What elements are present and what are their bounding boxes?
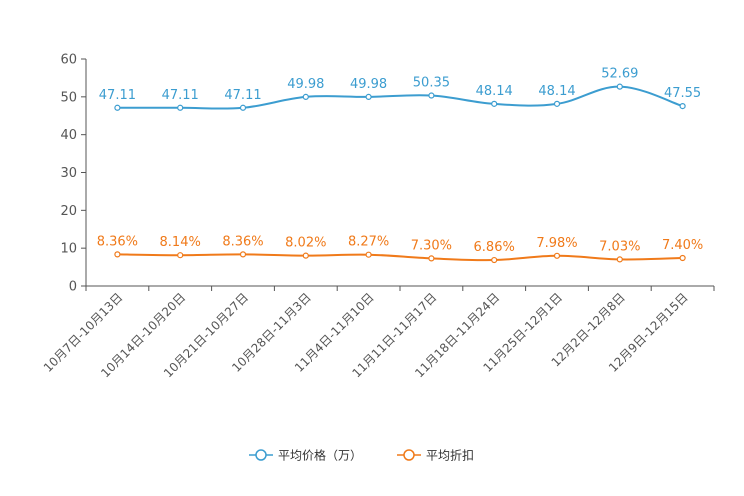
- y-tick-label: 10: [60, 242, 77, 257]
- data-label: 49.98: [350, 77, 387, 92]
- y-tick-label: 30: [60, 166, 77, 181]
- legend-item-2[interactable]: 平均折扣: [397, 448, 474, 463]
- data-label: 7.03%: [599, 239, 640, 254]
- data-label: 8.27%: [348, 235, 389, 250]
- data-label: 50.35: [413, 76, 450, 91]
- y-tick-label: 40: [60, 128, 77, 143]
- legend: 平均价格（万） 平均折扣: [249, 448, 474, 463]
- data-label: 8.36%: [97, 234, 138, 249]
- y-tick-label: 20: [60, 204, 77, 219]
- data-label: 48.14: [538, 84, 575, 99]
- data-point[interactable]: [114, 251, 121, 258]
- y-tick-label: 60: [60, 53, 77, 68]
- data-point[interactable]: [114, 104, 121, 111]
- data-label: 8.02%: [285, 236, 326, 251]
- y-tick-label: 50: [60, 90, 77, 105]
- data-label: 47.11: [224, 88, 261, 103]
- data-label: 47.55: [664, 86, 701, 101]
- data-point[interactable]: [302, 93, 309, 101]
- legend-marker-icon: [255, 449, 267, 461]
- legend-marker-icon: [403, 449, 415, 461]
- data-label: 6.86%: [474, 240, 515, 255]
- data-label: 8.36%: [222, 234, 263, 249]
- data-point[interactable]: [491, 100, 498, 107]
- data-point[interactable]: [616, 256, 623, 263]
- y-tick-label: 0: [69, 280, 77, 295]
- data-point[interactable]: [239, 251, 247, 258]
- series-layer: 47.11 47.11 47.11 49.98 49.98 50.35 48.14 48.14…: [97, 67, 703, 264]
- legend-label: 平均价格（万）: [278, 448, 362, 463]
- data-point[interactable]: [177, 104, 184, 111]
- series-1: 47.11 47.11 47.11 49.98 49.98 50.35 48.14 48.14…: [99, 67, 701, 111]
- data-point[interactable]: [428, 255, 435, 262]
- data-point[interactable]: [616, 83, 623, 90]
- data-point[interactable]: [365, 251, 372, 258]
- data-point[interactable]: [177, 252, 184, 259]
- data-label: 7.98%: [536, 236, 577, 251]
- data-label: 7.30%: [411, 238, 452, 253]
- data-point[interactable]: [553, 100, 561, 107]
- axes: 010203040506010月7日-10月13日10月14日-10月20日10…: [41, 53, 715, 380]
- data-label: 52.69: [601, 67, 638, 82]
- data-point[interactable]: [365, 93, 372, 101]
- data-point[interactable]: [679, 254, 686, 262]
- data-label: 48.14: [476, 84, 513, 99]
- data-label: 49.98: [287, 77, 324, 92]
- legend-label: 平均折扣: [426, 448, 474, 463]
- data-point[interactable]: [302, 252, 309, 259]
- data-point[interactable]: [491, 256, 498, 264]
- data-point[interactable]: [239, 104, 247, 111]
- data-label: 7.40%: [662, 238, 703, 253]
- series-line: [117, 253, 683, 262]
- series-2: 8.36% 8.14% 8.36% 8.02% 8.27% 7.30% 6.86% 7.98%…: [97, 234, 703, 264]
- data-point[interactable]: [553, 252, 561, 259]
- data-label: 47.11: [162, 88, 199, 103]
- data-label: 8.14%: [160, 235, 201, 250]
- data-label: 47.11: [99, 88, 136, 103]
- legend-item-1[interactable]: 平均价格（万）: [249, 448, 362, 463]
- data-point[interactable]: [428, 92, 435, 99]
- data-point[interactable]: [679, 103, 686, 110]
- series-line: [117, 85, 683, 110]
